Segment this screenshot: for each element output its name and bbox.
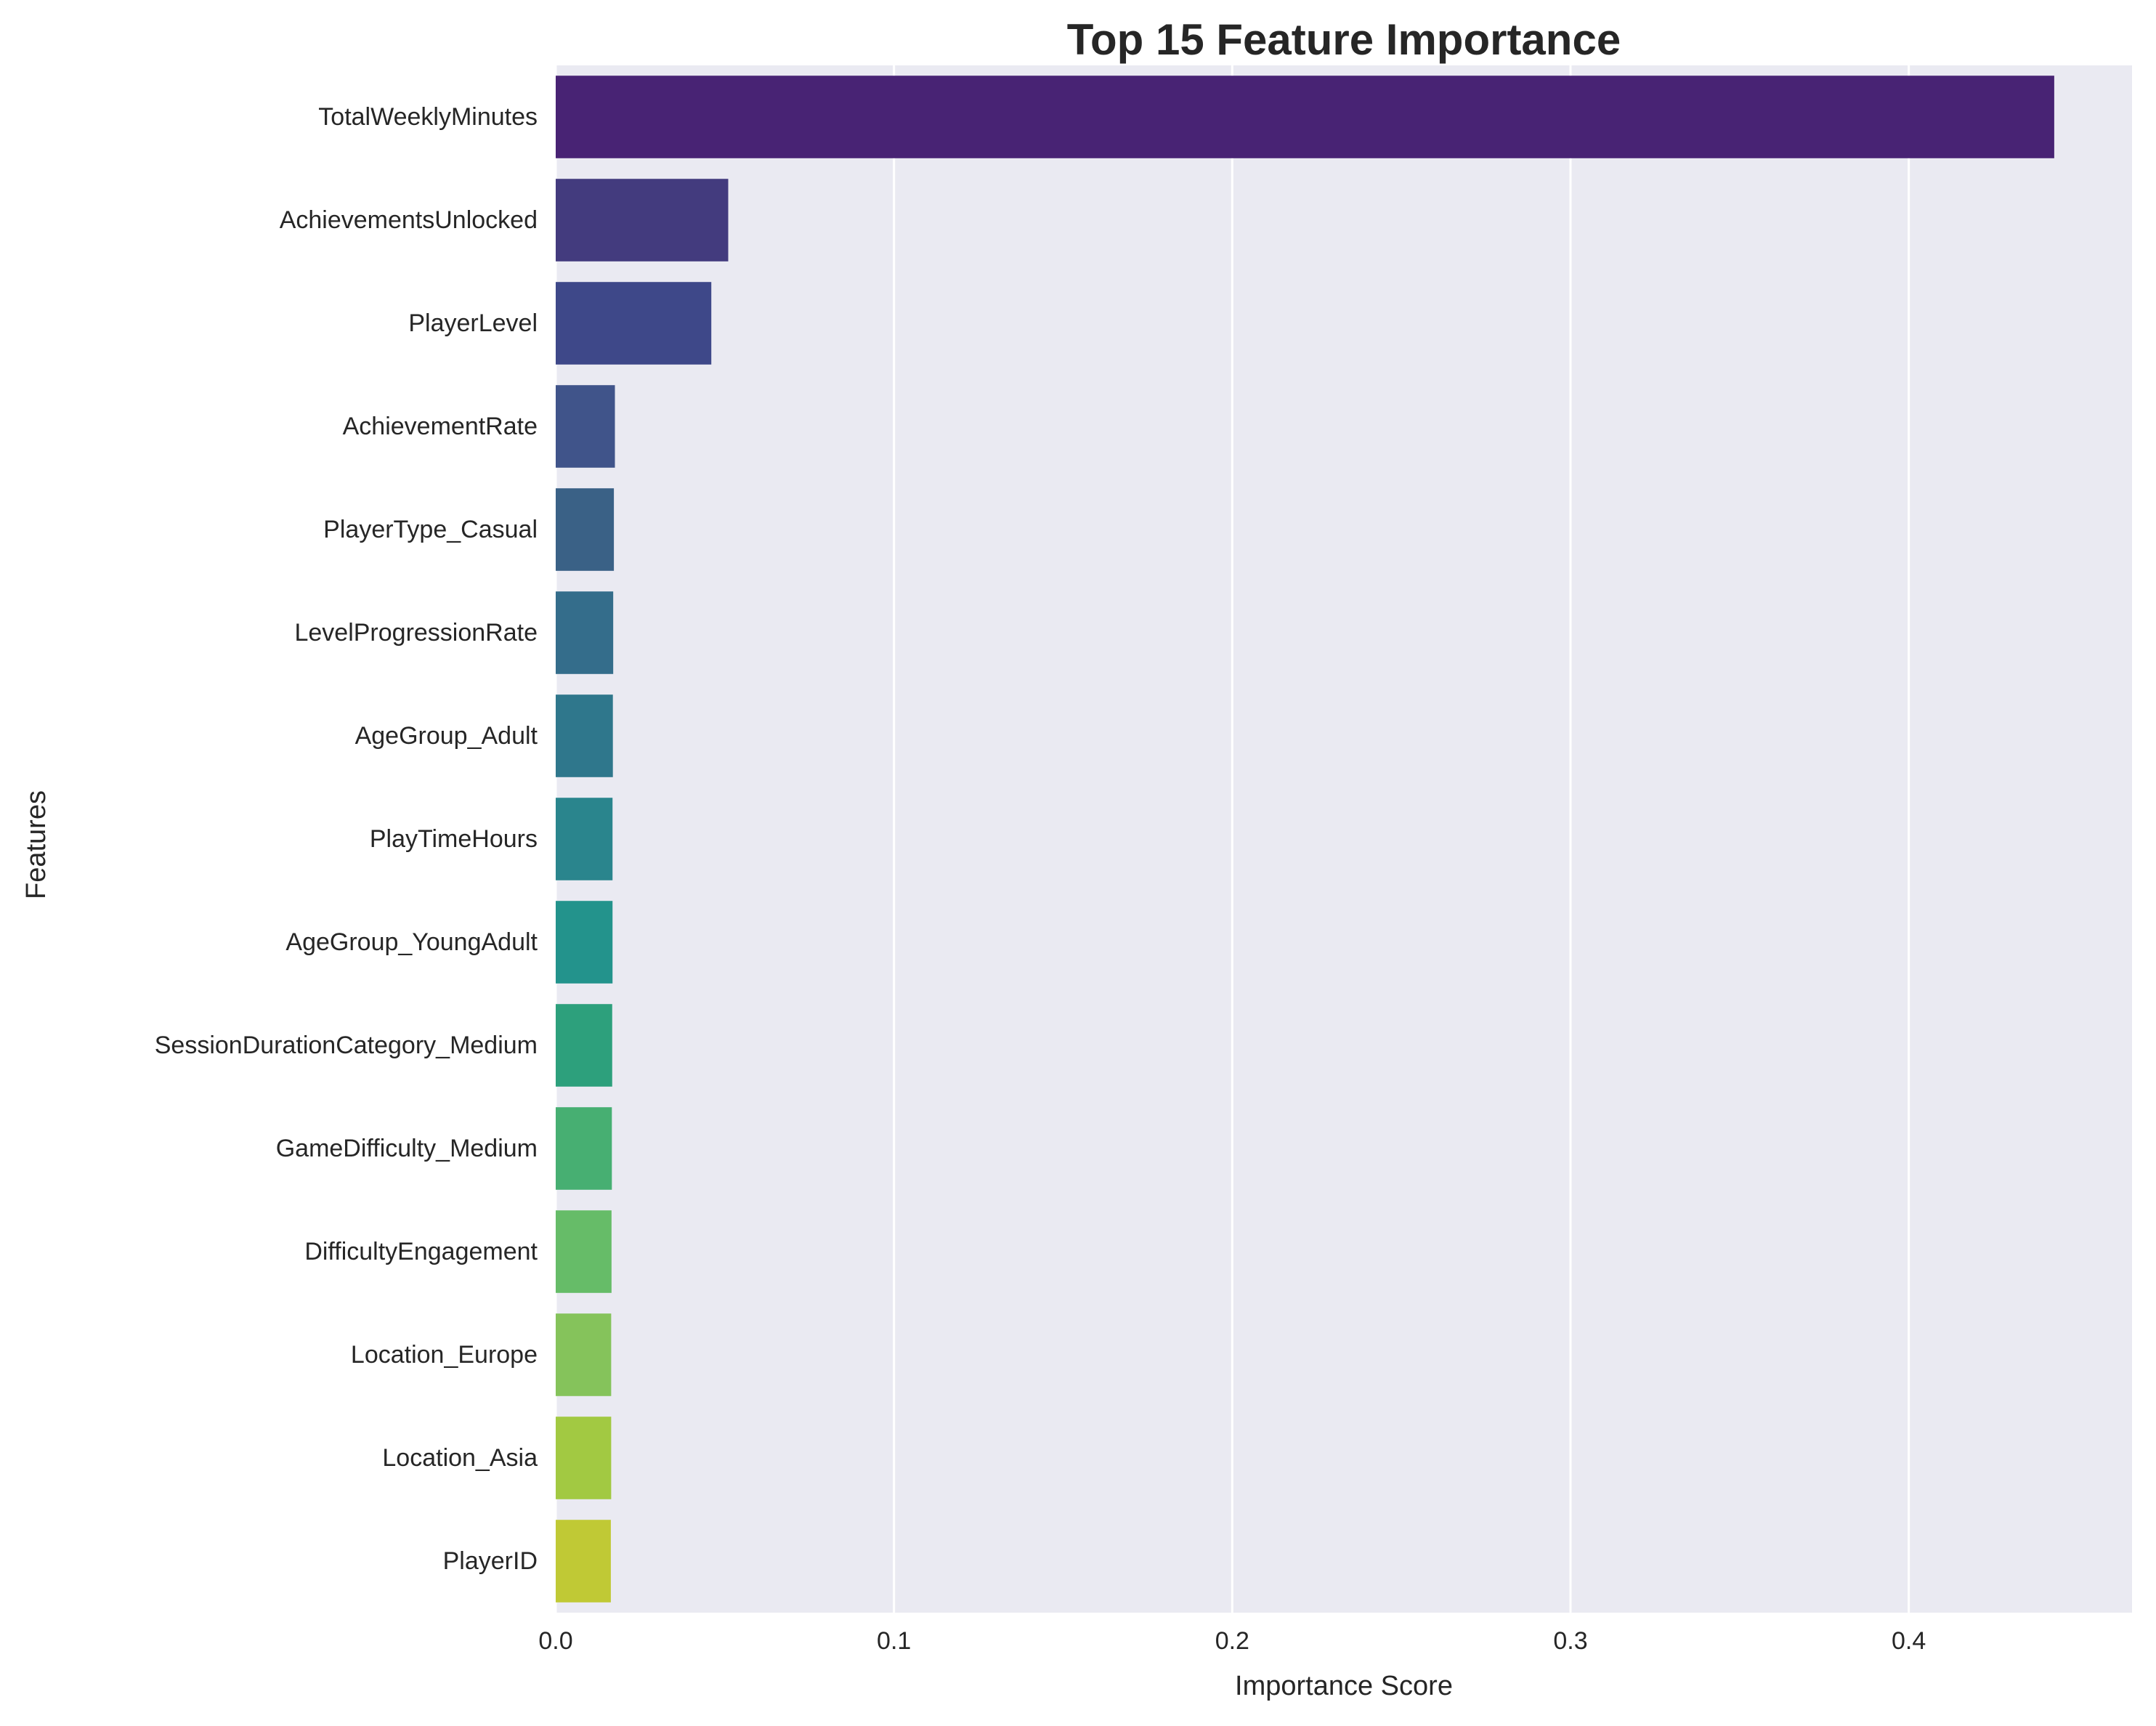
y-tick-label: PlayerID <box>443 1547 538 1575</box>
bars <box>556 76 2054 1603</box>
y-tick-label: Location_Asia <box>382 1444 538 1472</box>
x-tick-label: 0.4 <box>1892 1627 1926 1655</box>
x-tick-labels: 0.0 0.1 0.2 0.3 0.4 <box>538 1627 1926 1655</box>
y-tick-label: AgeGroup_Adult <box>355 722 538 750</box>
y-tick-label: AgeGroup_YoungAdult <box>285 928 538 956</box>
y-tick-label: TotalWeeklyMinutes <box>318 103 538 131</box>
bar <box>556 1107 612 1190</box>
y-tick-labels: TotalWeeklyMinutes AchievementsUnlocked Pl… <box>155 103 538 1575</box>
chart-title: Top 15 Feature Importance <box>1067 15 1621 64</box>
y-tick-label: AchievementsUnlocked <box>280 206 538 234</box>
x-tick-label: 0.3 <box>1553 1627 1587 1655</box>
bar <box>556 694 613 777</box>
x-tick-label: 0.0 <box>538 1627 572 1655</box>
bar <box>556 901 613 984</box>
y-tick-label: LevelProgressionRate <box>294 619 538 647</box>
plot-background <box>556 65 2132 1613</box>
y-tick-label: Location_Europe <box>351 1341 538 1369</box>
bar <box>556 591 614 674</box>
x-tick-label: 0.1 <box>877 1627 911 1655</box>
y-tick-label: DifficultyEngagement <box>304 1238 538 1265</box>
bar <box>556 282 712 365</box>
y-tick-label: AchievementRate <box>343 413 538 440</box>
bar <box>556 1520 611 1603</box>
bar <box>556 1313 612 1396</box>
y-tick-label: PlayerType_Casual <box>323 516 538 543</box>
y-tick-label: SessionDurationCategory_Medium <box>155 1032 538 1059</box>
y-tick-label: PlayerLevel <box>408 309 538 337</box>
bar <box>556 1417 612 1499</box>
bar <box>556 1004 612 1087</box>
x-axis-label: Importance Score <box>1235 1671 1453 1701</box>
y-tick-label: PlayTimeHours <box>370 825 538 853</box>
bar <box>556 76 2054 158</box>
y-tick-label: GameDifficulty_Medium <box>276 1135 538 1162</box>
x-tick-label: 0.2 <box>1215 1627 1249 1655</box>
bar <box>556 179 729 262</box>
bar <box>556 488 615 571</box>
bar <box>556 385 615 468</box>
bar <box>556 1210 612 1293</box>
y-axis-label: Features <box>21 790 52 899</box>
bar <box>556 798 613 880</box>
